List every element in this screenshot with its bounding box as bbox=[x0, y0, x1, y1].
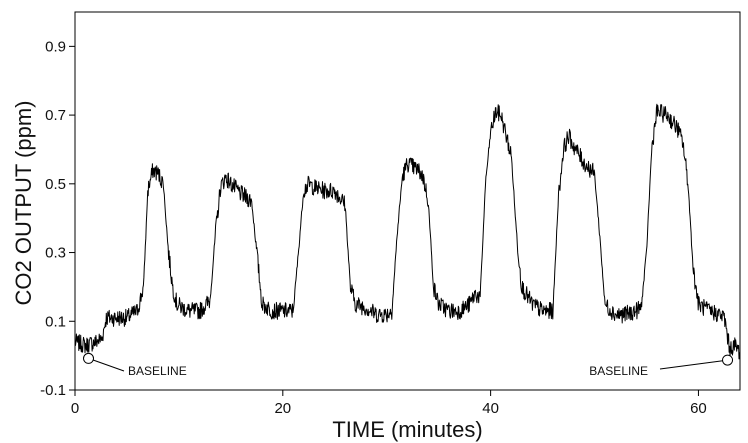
x-axis-title: TIME (minutes) bbox=[332, 417, 482, 442]
y-tick-label: 0.7 bbox=[45, 107, 66, 124]
y-tick-label: 0.3 bbox=[45, 245, 66, 262]
x-axis: 0 20 40 60 bbox=[71, 390, 707, 417]
x-tick-label: 40 bbox=[482, 400, 499, 417]
y-tick-label: -0.1 bbox=[40, 382, 66, 399]
annotation-leader bbox=[659, 359, 728, 370]
baseline-marker bbox=[83, 352, 95, 364]
baseline-label: BASELINE bbox=[589, 364, 648, 378]
y-tick-label: 0.5 bbox=[45, 176, 66, 193]
baseline-label: BASELINE bbox=[128, 364, 187, 378]
annotation-leader bbox=[88, 357, 125, 372]
y-tick-label: 0.1 bbox=[45, 313, 66, 330]
x-tick-label: 20 bbox=[274, 400, 291, 417]
baseline-marker bbox=[722, 354, 734, 366]
x-tick-label: 60 bbox=[690, 400, 707, 417]
annotations: BASELINE BASELINE bbox=[83, 352, 734, 378]
x-tick-label: 0 bbox=[71, 400, 79, 417]
series-line bbox=[74, 103, 741, 360]
plot-frame bbox=[74, 11, 741, 391]
y-axis: -0.1 0.1 0.3 0.5 0.7 0.9 bbox=[40, 38, 75, 399]
series-layer bbox=[74, 103, 741, 360]
y-axis-title: CO2 OUTPUT (ppm) bbox=[11, 101, 36, 306]
y-tick-label: 0.9 bbox=[45, 38, 66, 55]
